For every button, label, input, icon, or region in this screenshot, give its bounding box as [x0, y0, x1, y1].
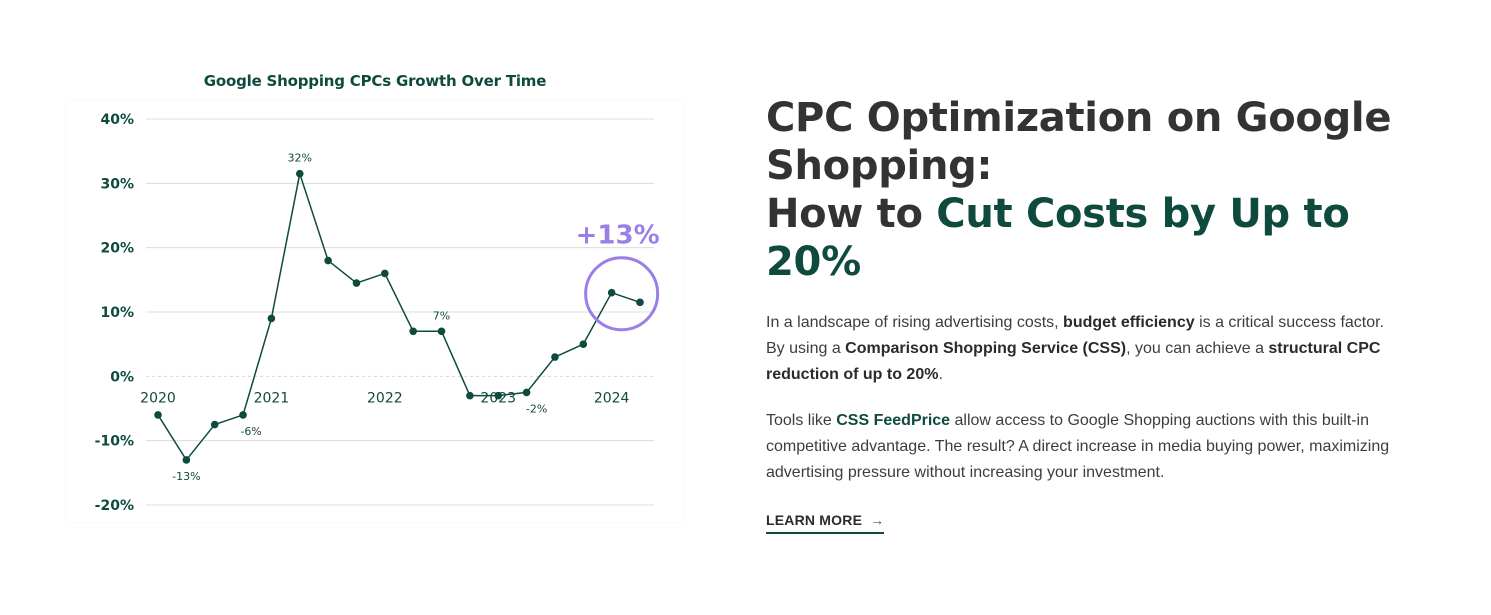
data-point [210, 420, 219, 429]
data-point [352, 279, 361, 287]
data-label: -2% [526, 402, 547, 415]
chart-title: Google Shopping CPCs Growth Over Time [203, 72, 547, 90]
data-point [409, 327, 417, 336]
y-tick-label: -10% [95, 434, 134, 450]
x-tick-label: 2021 [254, 390, 290, 406]
headline-line1: CPC Optimization on Google Shopping: [766, 95, 1392, 189]
article-content: CPC Optimization on Google Shopping: How… [766, 94, 1426, 534]
highlight-circle [584, 256, 660, 332]
x-tick-label: 2022 [367, 390, 403, 406]
data-point [494, 391, 503, 400]
x-tick-label: 2020 [140, 390, 176, 406]
data-point [267, 314, 276, 323]
p1-text-d: , you can achieve a [1126, 340, 1269, 357]
data-label: -13% [172, 470, 200, 483]
learn-more-link[interactable]: LEARN MORE → [766, 512, 885, 534]
arrow-right-icon: → [870, 512, 885, 528]
p2-text-a: Tools like [766, 412, 837, 429]
data-point [154, 411, 162, 419]
p1-bold-reduction: structural CPC reduction of up to 20% [766, 340, 1381, 383]
data-point [636, 298, 644, 307]
data-point [551, 353, 559, 361]
y-tick-label: 30% [100, 176, 134, 192]
intro-paragraph: In a landscape of rising advertising cos… [766, 310, 1406, 388]
headline-prefix: How to [766, 191, 937, 237]
y-tick-label: -20% [95, 498, 134, 514]
data-point [182, 456, 191, 464]
data-point [522, 388, 531, 397]
y-tick-label: 0% [110, 369, 134, 385]
data-point [295, 169, 304, 178]
p2-text-b: allow access to Google Shopping auctions… [766, 412, 1390, 481]
data-point [607, 288, 616, 297]
p1-text-a: In a landscape of rising advertising cos… [766, 314, 1064, 331]
data-point [437, 327, 446, 336]
data-point [466, 391, 474, 400]
y-tick-label: 20% [100, 241, 134, 257]
css-feedprice-link[interactable]: CSS FeedPrice [836, 412, 951, 429]
data-label: -6% [240, 425, 261, 438]
p1-bold-budget: budget efficiency [1063, 314, 1195, 331]
highlight-label: +13% [576, 221, 660, 251]
data-label: 32% [288, 152, 312, 165]
p1-text-e: . [938, 366, 943, 383]
data-point [381, 269, 389, 278]
chart-container: Google Shopping CPCs Growth Over Time 40… [66, 62, 684, 524]
headline-accent: Cut Costs by Up to 20% [766, 191, 1350, 285]
p1-text-c: is a critical success factor. By using a [766, 314, 1385, 357]
data-label: 7% [433, 309, 450, 322]
series-line [157, 172, 641, 461]
tools-paragraph: Tools like CSS FeedPrice allow access to… [766, 408, 1406, 486]
line-chart: 40%30%20%10%0%-10%-20%202020212022202320… [95, 112, 660, 514]
data-point [239, 411, 247, 419]
y-tick-label: 40% [100, 112, 134, 128]
page-title: CPC Optimization on Google Shopping: How… [766, 94, 1426, 286]
y-tick-label: 10% [100, 305, 134, 321]
p1-bold-css: Comparison Shopping Service (CSS) [845, 340, 1127, 357]
x-tick-label: 2024 [594, 390, 630, 406]
data-point [579, 340, 588, 348]
data-point [324, 256, 332, 265]
learn-more-label: LEARN MORE [766, 512, 863, 528]
